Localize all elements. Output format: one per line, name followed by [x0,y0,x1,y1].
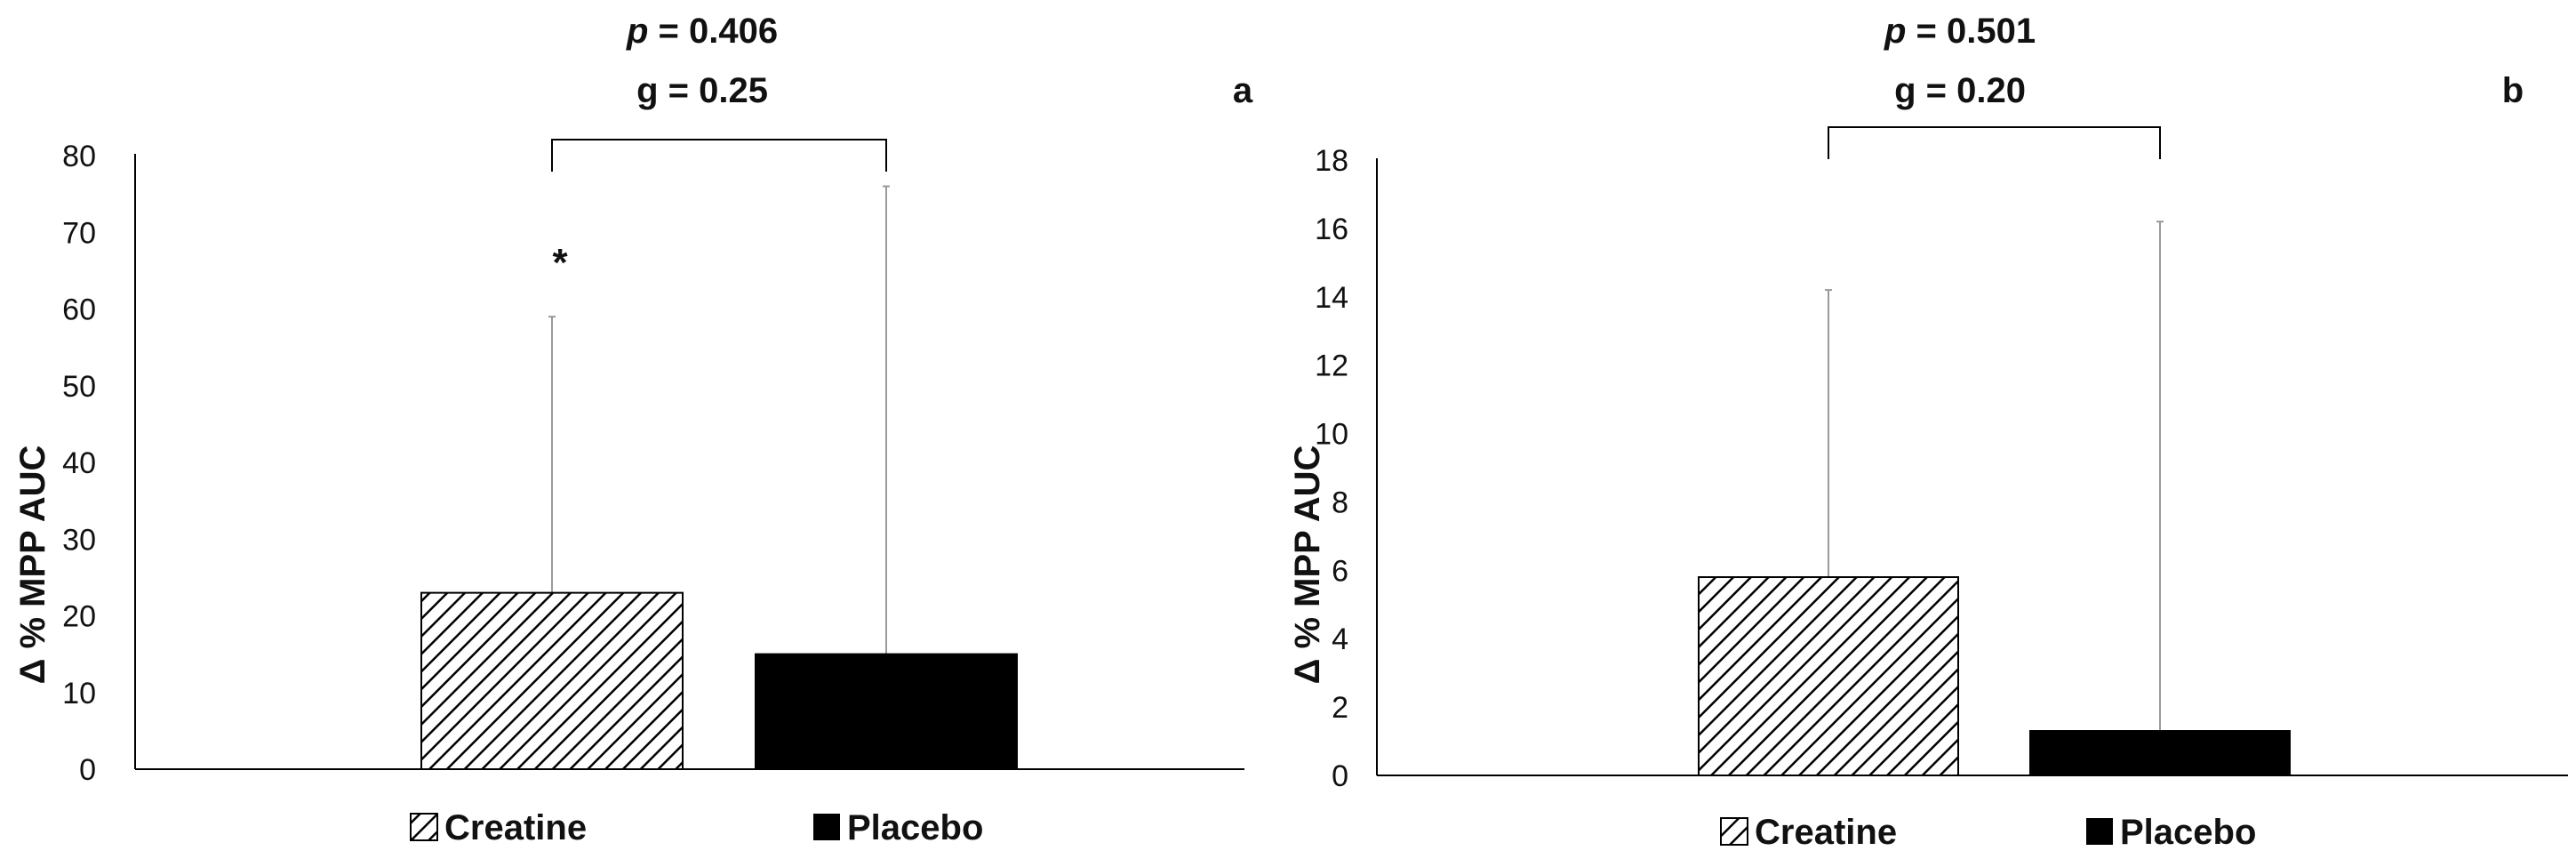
y-axis-label-a: Δ % MPP AUC [13,446,52,685]
legend-a: Creatine Placebo [410,808,983,847]
comparison-bracket [1828,126,2161,159]
bar-placebo [2029,730,2291,776]
y-ticks-a: 0 10 20 30 40 50 60 70 80 [62,140,96,787]
legend-swatch-creatine [410,813,438,841]
legend-label-placebo: Placebo [847,808,983,847]
bar-creatine [420,591,684,770]
comparison-bracket [551,139,887,172]
effect-size-a: g = 0.25 [636,71,768,110]
y-tick-label: 50 [62,370,96,404]
y-tick-label: 0 [1332,759,1348,793]
legend-swatch-placebo [813,814,840,840]
y-tick-label: 30 [62,523,96,557]
legend-label-creatine: Creatine [444,808,587,847]
y-tick-label: 70 [62,216,96,250]
chart-b-svg: 0 2 4 6 8 10 12 14 16 18 Δ % MPP AUC p = 0.501 g … [1288,12,2568,852]
chart-panel-a: 0 10 20 30 40 50 60 70 80 Δ % MPP AUC p = 0.406 … [13,12,1253,847]
y-tick-label: 40 [62,446,96,480]
panel-letter-b: b [2502,71,2524,110]
panel-letter-a: a [1233,71,1253,110]
y-axis-label-b: Δ % MPP AUC [1288,446,1327,685]
significance-marker: * [552,241,568,285]
y-tick-label: 4 [1332,622,1348,656]
axes-b [1376,158,2568,776]
p-value-a: p = 0.406 [626,12,778,51]
y-tick-label: 6 [1332,554,1348,588]
y-tick-label: 16 [1315,213,1348,246]
p-value-text-a: = 0.406 [648,12,778,51]
legend-swatch-creatine [1720,817,1748,846]
bar-placebo [755,653,1018,770]
y-tick-label: 80 [62,140,96,173]
y-tick-label: 8 [1332,486,1348,519]
bar-creatine [1698,576,1959,776]
legend-label-placebo: Placebo [2120,813,2256,852]
y-tick-label: 10 [62,677,96,710]
y-tick-label: 10 [1315,418,1348,452]
y-tick-label: 20 [62,600,96,634]
y-tick-label: 2 [1332,691,1348,725]
p-value-text-b: = 0.501 [1906,12,2036,51]
y-tick-label: 60 [62,293,96,327]
legend-label-creatine: Creatine [1755,813,1897,852]
chart-panel-b: 0 2 4 6 8 10 12 14 16 18 Δ % MPP AUC p = 0.501 g … [1288,0,2576,867]
bars-b [1698,126,2291,776]
y-tick-label: 12 [1315,349,1348,383]
effect-size-b: g = 0.20 [1894,71,2026,110]
axes-a [134,154,1244,770]
legend-b: Creatine Placebo [1720,813,2256,852]
bars-a [420,139,1018,770]
y-tick-label: 14 [1315,281,1348,315]
legend-swatch-placebo [2086,818,2113,845]
y-ticks-b: 0 2 4 6 8 10 12 14 16 18 [1315,144,1348,793]
y-tick-label: 18 [1315,144,1348,178]
p-symbol-b: p [1884,12,1906,51]
p-symbol-a: p [626,12,648,51]
y-tick-label: 0 [79,753,96,787]
p-value-b: p = 0.501 [1884,12,2036,51]
